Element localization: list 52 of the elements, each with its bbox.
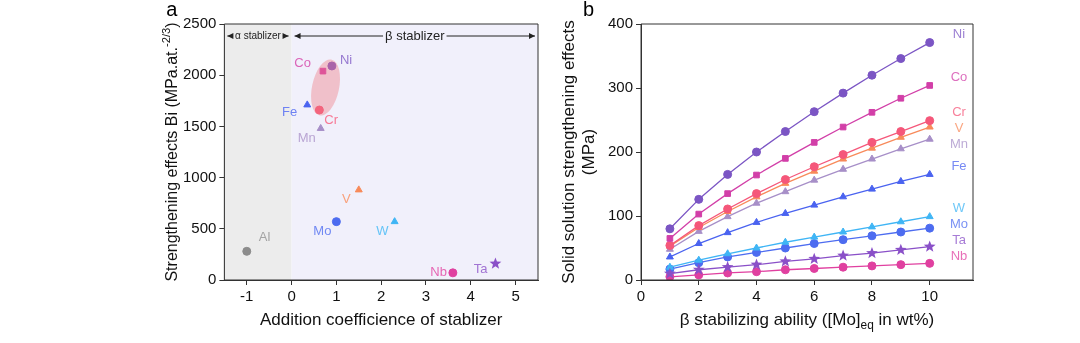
x-tick-label: 6 (810, 287, 819, 305)
x-tick-label: 3 (421, 287, 431, 305)
y-tick-label: 1000 (182, 167, 217, 185)
series-label: Fe (282, 104, 298, 120)
y-tick-label: 2500 (182, 14, 217, 32)
series-label: Al (258, 228, 271, 244)
series-label: V (954, 120, 964, 136)
series-label: Mo (313, 223, 332, 239)
series-label: W (376, 223, 390, 239)
series-label: Ni (952, 26, 966, 42)
y-tick-label: 200 (608, 142, 634, 160)
series-label: Ta (952, 232, 967, 248)
band-label: α stablizer (235, 29, 282, 41)
y-tick-label: 100 (608, 206, 634, 224)
x-tick-label: 8 (867, 287, 877, 305)
series-label: Mn (297, 130, 316, 146)
x-tick-label: 2 (377, 287, 386, 305)
text: a (166, 0, 179, 20)
series-label: Co (294, 54, 311, 70)
x-axis-title: Addition coefficience of stablizer (259, 309, 503, 329)
x-tick-label: 0 (636, 287, 646, 305)
x-tick-label: 4 (466, 287, 475, 305)
series-label: Nb (950, 248, 968, 264)
series-label: Mn (949, 136, 969, 152)
x-tick-label: 2 (694, 287, 703, 305)
y-tick-label: 300 (608, 78, 634, 96)
x-tick-label: 4 (752, 287, 761, 305)
x-tick-label: -1 (240, 287, 254, 305)
y-tick-label: 500 (191, 218, 217, 236)
x-tick-label: 5 (511, 287, 520, 305)
x-tick-label: 1 (332, 287, 341, 305)
series-label: Fe (951, 157, 967, 173)
text: b (583, 0, 595, 20)
series-label: Cr (952, 104, 967, 120)
series-label: Cr (324, 111, 339, 127)
y-tick-label: 0 (624, 270, 634, 288)
x-tick-label: 0 (287, 287, 296, 305)
series-label: Ni (339, 51, 353, 67)
series-label: V (342, 191, 352, 207)
x-tick-label: 10 (921, 287, 939, 305)
y-tick-label: 400 (608, 14, 634, 32)
series-label: Ta (473, 261, 489, 277)
series-label: Mo (949, 216, 969, 232)
y-axis-title: Strengthening effects Bi (MPa.at.-2/3) (159, 22, 180, 282)
y-axis-title: Solid solution strengthening effects (MPa) (558, 20, 598, 284)
y-tick-label: 2000 (182, 65, 217, 83)
y-tick-label: 1500 (182, 116, 217, 134)
series-label: Nb (430, 264, 447, 280)
series-label: Co (950, 69, 968, 85)
series-label: W (952, 200, 966, 216)
y-tick-label: 0 (208, 270, 217, 288)
band-label: β stablizer (385, 27, 446, 43)
